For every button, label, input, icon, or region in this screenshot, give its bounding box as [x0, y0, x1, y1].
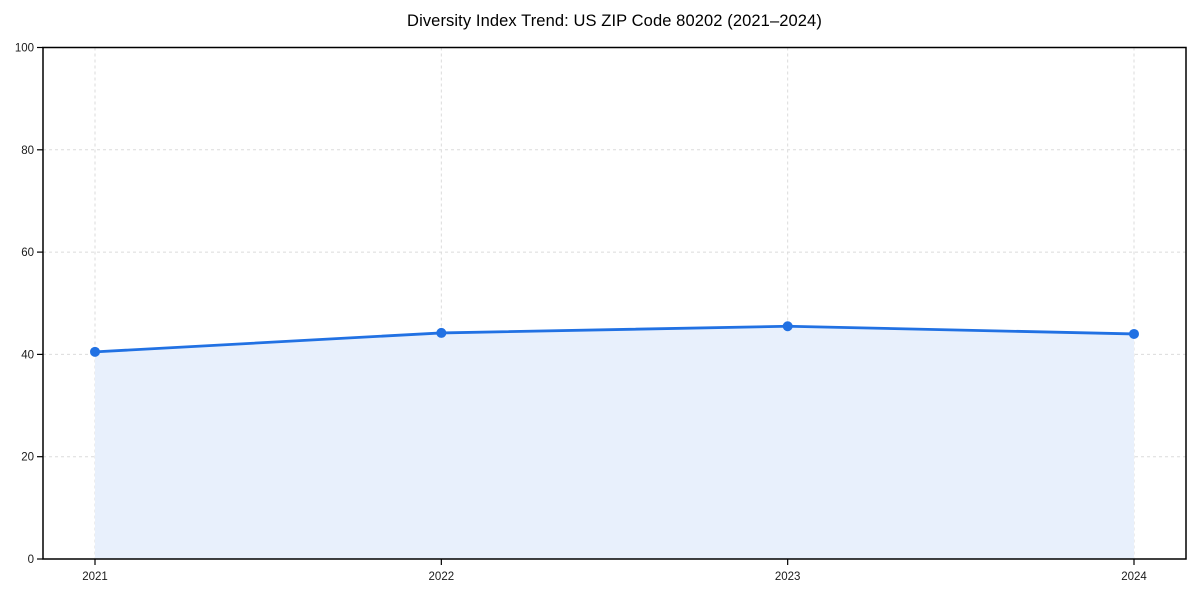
trend-line — [93, 324, 1136, 354]
y-tick-label: 80 — [21, 145, 34, 157]
data-point-2022 — [436, 327, 447, 338]
data-point-2021 — [90, 346, 100, 357]
chart-title: Diversity Index Trend: US ZIP Code 80202… — [407, 12, 822, 30]
data-point-2024 — [1129, 328, 1139, 339]
x-tick-label: 2021 — [82, 571, 108, 583]
x-tick-label: 2023 — [775, 571, 801, 583]
data-point-2023 — [782, 321, 793, 332]
y-tick-label: 60 — [21, 247, 34, 259]
y-tick-label: 40 — [21, 349, 34, 361]
y-tick-label: 0 — [28, 554, 34, 566]
area-fill — [95, 326, 1134, 559]
y-tick-label: 100 — [15, 43, 34, 55]
x-tick-label: 2024 — [1121, 571, 1147, 583]
x-tick-label: 2022 — [429, 571, 455, 583]
y-tick-label: 20 — [21, 452, 34, 464]
plot-frame — [42, 46, 1187, 560]
